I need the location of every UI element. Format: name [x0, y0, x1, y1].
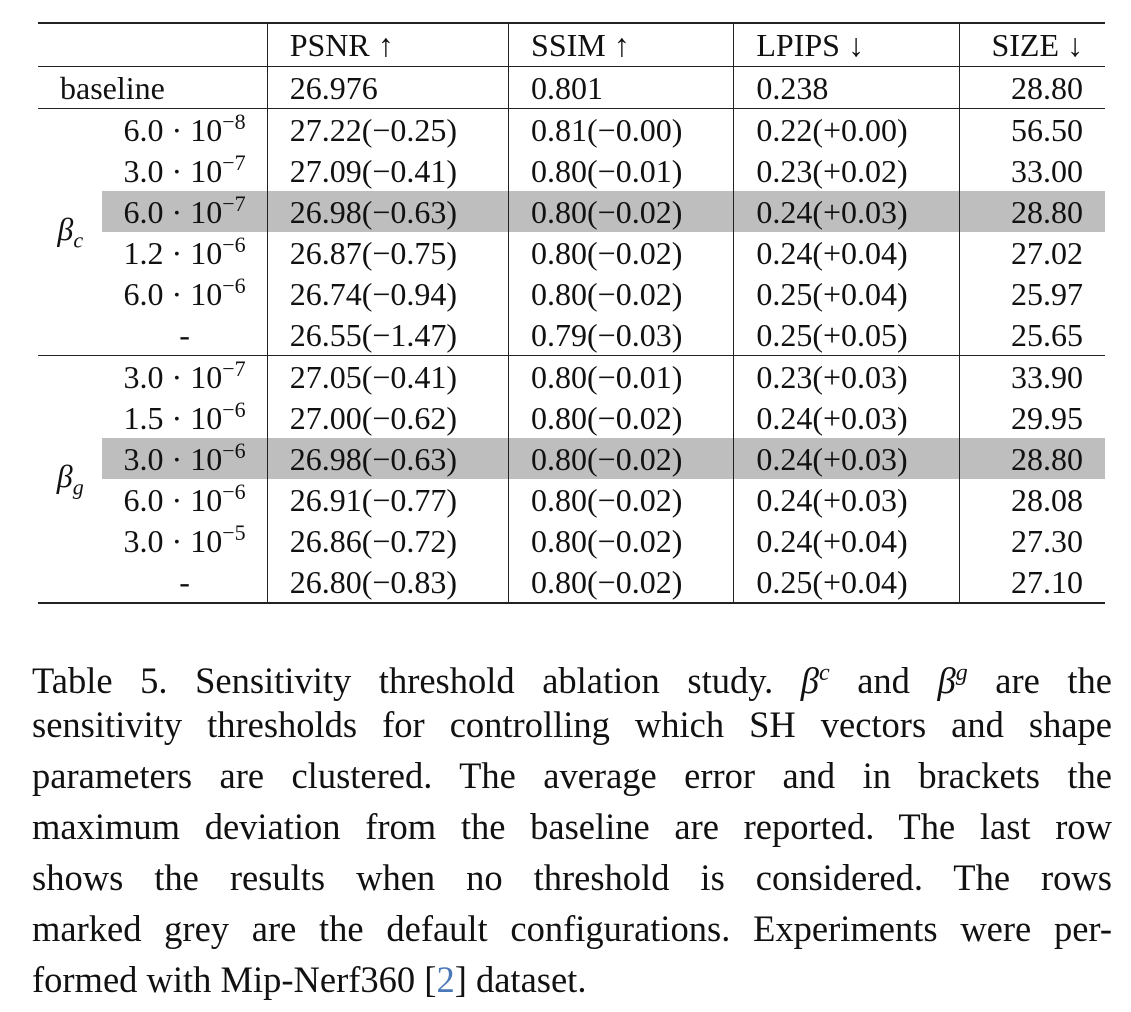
header-size: SIZE ↓: [958, 23, 1105, 67]
citation-link[interactable]: 2: [436, 959, 455, 1000]
caption-line: parameters are clustered. The average er…: [32, 755, 1112, 796]
table-row: - 26.80(−0.83) 0.80(−0.02) 0.25(+0.04) 27.10: [38, 561, 1105, 603]
lpips-cell: 0.25(+0.04): [733, 273, 960, 314]
header-empty: [38, 23, 102, 67]
baseline-label: baseline: [60, 69, 165, 106]
threshold-cell: -: [179, 563, 190, 600]
ssim-cell: 0.80(−0.02): [508, 479, 734, 520]
ssim-cell: 0.81(−0.00): [508, 108, 734, 150]
threshold-cell: 3.0 · 10−7: [123, 149, 246, 189]
lpips-cell: 0.25(+0.05): [733, 314, 960, 356]
table-row: βc 6.0 · 10−8 27.22(−0.25) 0.81(−0.00) 0.22(…: [38, 108, 1105, 251]
size-cell: 28.80: [958, 438, 1105, 479]
ssim-cell: 0.80(−0.02): [508, 191, 734, 232]
psnr-cell: 26.91(−0.77): [266, 479, 509, 520]
caption-line: Table 5. Sensitivity threshold ablation …: [32, 660, 1112, 702]
table-row: βg 3.0 · 10−7 27.05(−0.41) 0.80(−0.01) 0.23(…: [38, 355, 1105, 498]
table-row: - 26.55(−1.47) 0.79(−0.03) 0.25(+0.05) 25.65: [38, 314, 1105, 356]
baseline-row: baseline 26.976 0.801 0.238 28.80: [38, 66, 1105, 109]
table-row: 1.5 · 10−6 27.00(−0.62) 0.80(−0.02) 0.24(+0…: [38, 397, 1105, 438]
threshold-cell: 3.0 · 10−6: [102, 438, 268, 479]
size-cell: 27.30: [958, 520, 1105, 561]
psnr-cell: 26.74(−0.94): [266, 273, 509, 314]
lpips-cell: 0.23(+0.02): [733, 150, 960, 191]
header-lpips: LPIPS ↓: [733, 23, 960, 67]
threshold-cell: 6.0 · 10−7: [102, 191, 268, 232]
table-row: 1.2 · 10−6 26.87(−0.75) 0.80(−0.02) 0.24(+0…: [38, 232, 1105, 273]
lpips-cell: 0.25(+0.04): [733, 561, 960, 603]
header-empty: [102, 23, 267, 67]
threshold-cell: 6.0 · 10−6: [123, 272, 246, 312]
threshold-cell: 3.0 · 10−5: [123, 519, 246, 559]
header-row: PSNR ↑ SSIM ↑ LPIPS ↓ SIZE ↓: [38, 23, 1105, 67]
ssim-cell: 0.80(−0.02): [508, 520, 734, 561]
caption-line: formed with Mip-Nerf360 [2] dataset.: [32, 959, 587, 1000]
threshold-cell: 6.0 · 10−8: [123, 108, 246, 148]
threshold-cell: -: [179, 316, 190, 353]
group-label-beta-c: βc: [57, 210, 84, 253]
baseline-psnr: 26.976: [266, 66, 509, 109]
psnr-cell: 27.22(−0.25): [266, 108, 509, 150]
header-ssim: SSIM ↑: [508, 23, 734, 67]
table-row: 3.0 · 10−7 27.09(−0.41) 0.80(−0.01) 0.23(+0…: [38, 150, 1105, 191]
size-cell: 56.50: [958, 108, 1105, 150]
size-cell: 25.65: [958, 314, 1105, 356]
threshold-cell: 1.5 · 10−6: [123, 396, 246, 436]
size-cell: 27.10: [958, 561, 1105, 603]
size-cell: 25.97: [958, 273, 1105, 314]
psnr-cell: 26.98(−0.63): [266, 191, 509, 232]
lpips-cell: 0.24(+0.03): [733, 191, 960, 232]
lpips-cell: 0.24(+0.03): [733, 479, 960, 520]
ssim-cell: 0.80(−0.02): [508, 438, 734, 479]
lpips-cell: 0.22(+0.00): [733, 108, 960, 150]
table-row: 3.0 · 10−5 26.86(−0.72) 0.80(−0.02) 0.24(+0…: [38, 520, 1105, 561]
table-row: 6.0 · 10−6 26.74(−0.94) 0.80(−0.02) 0.25(+0…: [38, 273, 1105, 314]
lpips-cell: 0.24(+0.03): [733, 397, 960, 438]
threshold-cell: 3.0 · 10−7: [123, 355, 246, 395]
psnr-cell: 26.55(−1.47): [266, 314, 509, 356]
size-cell: 33.90: [958, 355, 1105, 397]
ssim-cell: 0.80(−0.02): [508, 232, 734, 273]
table-row: 6.0 · 10−7 26.98(−0.63) 0.80(−0.02) 0.24(+0…: [38, 191, 1105, 232]
ssim-cell: 0.80(−0.02): [508, 397, 734, 438]
ssim-cell: 0.80(−0.01): [508, 150, 734, 191]
ssim-cell: 0.80(−0.02): [508, 273, 734, 314]
ssim-cell: 0.80(−0.02): [508, 561, 734, 603]
threshold-cell: 1.2 · 10−6: [123, 231, 246, 271]
math-symbol: βg: [937, 660, 968, 702]
size-cell: 33.00: [958, 150, 1105, 191]
ssim-cell: 0.80(−0.01): [508, 355, 734, 397]
baseline-size: 28.80: [958, 66, 1105, 109]
size-cell: 28.08: [958, 479, 1105, 520]
header-psnr: PSNR ↑: [266, 23, 509, 67]
table-row: 6.0 · 10−6 26.91(−0.77) 0.80(−0.02) 0.24(+0…: [38, 479, 1105, 520]
group-label-beta-g: βg: [56, 457, 84, 500]
lpips-cell: 0.24(+0.03): [733, 438, 960, 479]
results-table: PSNR ↑ SSIM ↑ LPIPS ↓ SIZE ↓ baseline 26…: [38, 22, 1105, 604]
caption-line: sensitivity thresholds for controlling w…: [32, 704, 1112, 745]
table-row: 3.0 · 10−6 26.98(−0.63) 0.80(−0.02) 0.24(+0…: [38, 438, 1105, 479]
table-caption: Table 5. Sensitivity threshold ablation …: [32, 648, 1112, 1005]
caption-line: maximum deviation from the baseline are …: [32, 806, 1112, 847]
psnr-cell: 26.87(−0.75): [266, 232, 509, 273]
psnr-cell: 27.00(−0.62): [266, 397, 509, 438]
threshold-cell: 6.0 · 10−6: [123, 478, 246, 518]
size-cell: 27.02: [958, 232, 1105, 273]
size-cell: 28.80: [958, 191, 1105, 232]
psnr-cell: 26.98(−0.63): [266, 438, 509, 479]
lpips-cell: 0.24(+0.04): [733, 520, 960, 561]
baseline-lpips: 0.238: [733, 66, 960, 109]
psnr-cell: 27.09(−0.41): [266, 150, 509, 191]
psnr-cell: 26.80(−0.83): [266, 561, 509, 603]
size-cell: 29.95: [958, 397, 1105, 438]
caption-line: shows the results when no threshold is c…: [32, 857, 1112, 898]
baseline-ssim: 0.801: [508, 66, 734, 109]
lpips-cell: 0.24(+0.04): [733, 232, 960, 273]
caption-line: marked grey are the default configuratio…: [32, 908, 1112, 949]
math-symbol: βc: [800, 660, 830, 702]
psnr-cell: 26.86(−0.72): [266, 520, 509, 561]
lpips-cell: 0.23(+0.03): [733, 355, 960, 397]
ssim-cell: 0.79(−0.03): [508, 314, 734, 356]
psnr-cell: 27.05(−0.41): [266, 355, 509, 397]
